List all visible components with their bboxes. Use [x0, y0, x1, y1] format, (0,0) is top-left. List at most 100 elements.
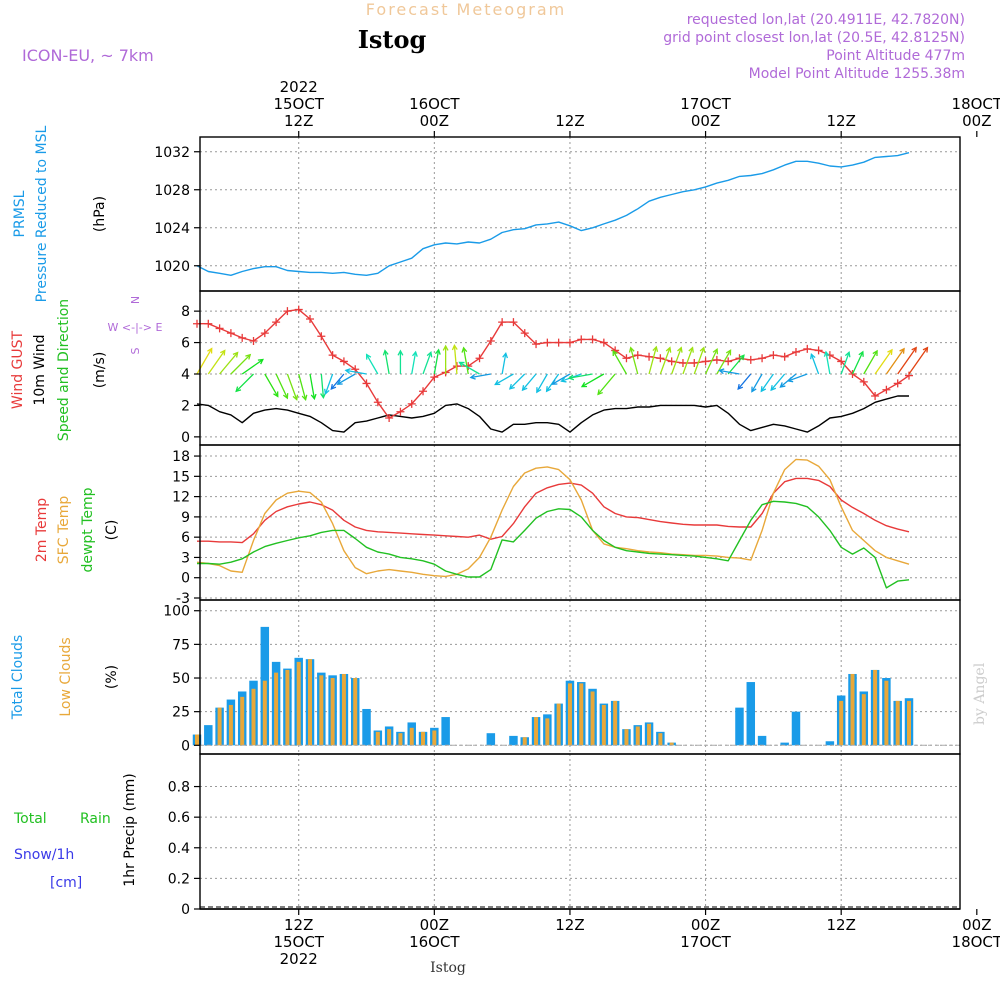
wind-arrow-head	[301, 394, 308, 402]
wind-arrow-head	[737, 383, 744, 391]
wind-arrow	[219, 351, 239, 375]
top-time-label: 00Z	[691, 112, 720, 130]
wind-arrow	[207, 349, 226, 375]
compass-we: W <-|-> E	[108, 321, 163, 334]
wind-arrow-shaft	[874, 349, 893, 375]
wind-arrow-shaft	[384, 350, 390, 375]
wind-arrow	[196, 347, 213, 375]
watermark: by Angel	[972, 662, 988, 725]
wind-arrow-head	[751, 386, 757, 393]
low-cloud-bar	[375, 731, 380, 746]
gust-marker	[565, 338, 574, 347]
gust-marker	[622, 354, 631, 363]
wind-arrow	[704, 348, 719, 375]
gust-marker	[543, 338, 552, 347]
gust-marker	[859, 377, 868, 386]
wind-arrow-shaft	[264, 373, 279, 397]
wind-ytick-label: 6	[181, 336, 190, 352]
gust-marker	[373, 398, 382, 407]
temp-series-0	[197, 477, 910, 544]
low-cloud-bar	[217, 707, 222, 746]
wind-arrow-head	[560, 376, 567, 383]
low-cloud-bar	[240, 696, 245, 746]
wind-arrow-head	[872, 349, 878, 356]
wind-arrow	[628, 346, 639, 375]
wind-arrow-shaft	[908, 347, 929, 375]
pressure-panel-frame	[199, 136, 961, 292]
wind-arrow-shaft	[840, 352, 850, 375]
gust-marker	[712, 355, 721, 364]
wind-arrow	[648, 345, 659, 375]
gust-marker	[848, 370, 857, 378]
precip-ytick-label: 0.8	[168, 780, 190, 796]
gust-marker	[814, 346, 823, 355]
wind-arrow-head	[688, 346, 694, 353]
wind-arrow	[851, 350, 864, 375]
temp-ytick-label: -3	[176, 591, 190, 607]
low-cloud-bar	[522, 737, 527, 746]
wind-arrow-head	[699, 346, 706, 353]
wind-arrow-head	[580, 381, 588, 388]
wind-arrow-head	[521, 385, 528, 392]
low-cloud-bar	[251, 688, 256, 746]
wind-arrow-shaft	[569, 373, 593, 379]
chart-title: Forecast Meteogram	[366, 0, 566, 19]
low-cloud-bar	[341, 673, 346, 746]
gust-marker	[419, 387, 428, 396]
wind-arrow-shaft	[433, 349, 440, 375]
bottom-time-label: 16OCT	[409, 933, 460, 951]
compass-n: N	[129, 296, 142, 304]
tick-label-layer: 1020 1024 1028 1032 0 2 4 6 8 -3 0 3 6 9 12 15 18 0 25 50 75…	[154, 78, 1000, 968]
total-cloud-bar	[486, 733, 496, 746]
total-cloud-bar	[757, 735, 767, 746]
wind-arrow	[840, 351, 851, 375]
temp-series-1	[196, 458, 910, 578]
wind-arrow-shaft	[470, 373, 491, 379]
compass-s: S	[129, 347, 142, 354]
wind-arrow-shaft	[324, 373, 334, 394]
wind-arrow-shaft	[682, 347, 694, 375]
wind-arrow-head	[320, 392, 326, 400]
location-title: Istog	[358, 25, 427, 54]
gust-marker	[294, 305, 303, 314]
precip-panel-frame	[199, 753, 961, 910]
wind-arrow-head	[235, 386, 242, 393]
precip-axis-label: 1hr Precip (mm)	[122, 773, 138, 886]
wind-arrow-shaft	[897, 347, 917, 375]
wind-arrow-head	[365, 353, 372, 360]
wind-panel-labels: Wind GUST 10m Wind Speed and Direction (…	[10, 296, 162, 441]
wind-arrow-head	[858, 350, 864, 357]
gust-marker	[317, 332, 326, 341]
wind-panel-frame	[199, 290, 961, 446]
low-cloud-bar	[421, 731, 426, 746]
gust-marker	[645, 352, 654, 361]
wind-arrow-head	[324, 388, 330, 396]
wind-arrow-shaft	[581, 373, 605, 388]
top-time-label: 00Z	[962, 112, 991, 130]
temp-ytick-label: 18	[172, 449, 190, 465]
precip-ytick-label: 0.2	[168, 871, 190, 887]
wind-arrow-head	[461, 346, 468, 353]
wind-arrow	[422, 351, 433, 375]
wind-arrow-shaft	[196, 348, 213, 375]
wind-arrow-head	[451, 344, 458, 351]
gust-marker	[204, 319, 213, 328]
wind-arrow	[264, 373, 279, 398]
wind-arrow-head	[411, 350, 418, 357]
low-cloud-bar	[308, 659, 313, 746]
wind-arrow-head	[567, 374, 575, 381]
low-cloud-bar	[884, 680, 889, 746]
gust-marker	[746, 355, 755, 364]
wind-arrow	[324, 373, 334, 396]
wind-arrow-shaft	[422, 352, 432, 375]
wind-arrow	[885, 347, 905, 375]
wind-arrow	[330, 373, 345, 391]
low-cloud-bar	[228, 704, 233, 746]
wind-gust-line	[197, 308, 910, 419]
wind-arrow-shaft	[366, 354, 379, 375]
precip-ytick-label: 0	[181, 902, 190, 918]
wind-arrow	[241, 358, 264, 375]
wind-arrow-head	[725, 349, 732, 356]
pressure-panel-labels: PRMSL Pressure Reduced to MSL (hPa)	[12, 125, 108, 302]
wind-arrow-head	[652, 345, 659, 352]
